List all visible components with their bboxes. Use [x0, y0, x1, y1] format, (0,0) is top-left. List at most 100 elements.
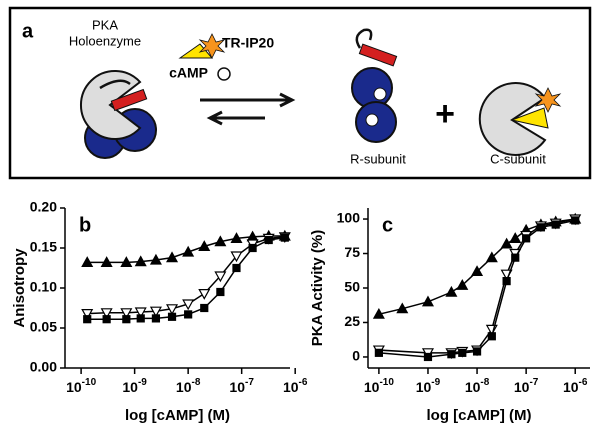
- y-tick-label: 0.00: [30, 359, 57, 375]
- x-tick-label: 10-9: [122, 377, 147, 395]
- marker: [421, 295, 434, 307]
- linker: [355, 28, 373, 49]
- inhibitor-label: TR-IP20: [222, 35, 274, 51]
- panel-label: a: [22, 20, 34, 42]
- marker: [264, 235, 273, 245]
- tick-base: 10: [283, 379, 299, 395]
- marker: [136, 314, 145, 323]
- marker: [456, 279, 469, 290]
- x-axis-label: log [cAMP] (M): [427, 407, 532, 424]
- y-tick-label: 100: [337, 210, 361, 226]
- tick-base: 10: [176, 379, 192, 395]
- marker: [372, 307, 385, 319]
- y-tick-label: 50: [344, 279, 360, 295]
- tick-base: 10: [229, 379, 245, 395]
- x-tick-label: 10-7: [514, 377, 539, 395]
- marker: [167, 312, 177, 321]
- inhibitor-icon: [510, 107, 549, 129]
- forward-arrow: [200, 92, 296, 108]
- fluorophore-icon: [534, 87, 562, 113]
- marker: [83, 315, 92, 324]
- tick-exponent: -10: [82, 377, 97, 388]
- tick-base: 10: [465, 379, 481, 395]
- tick-exponent: -10: [379, 377, 394, 388]
- x-tick-label: 10-6: [563, 377, 588, 395]
- tick-base: 10: [66, 379, 82, 395]
- pseudosubstrate: [358, 43, 398, 67]
- x-tick-label: 10-8: [176, 377, 201, 395]
- tick-exponent: -7: [245, 377, 254, 388]
- marker: [216, 287, 225, 297]
- marker: [182, 245, 195, 257]
- fit-line: [378, 218, 576, 354]
- holoenzyme-label: PKA: [92, 17, 118, 32]
- inhibitor-icon: [178, 43, 214, 59]
- y-axis-label: PKA Activity (%): [309, 230, 326, 346]
- y-tick-label: 0.05: [30, 319, 57, 335]
- tick-exponent: -6: [299, 377, 308, 388]
- y-tick-label: 0.20: [30, 199, 57, 215]
- marker: [445, 285, 458, 297]
- y-tick-label: 75: [344, 244, 360, 260]
- marker: [522, 234, 531, 243]
- panel-a: a PKA Holoenzyme TR-IP20 cAMP R-subunit …: [8, 6, 592, 180]
- c-subunit-shape: [79, 70, 142, 140]
- marker: [120, 308, 133, 320]
- y-tick-label: 0.10: [30, 279, 57, 295]
- marker: [122, 315, 131, 324]
- marker: [134, 307, 147, 319]
- c-subunit-shape: [478, 82, 547, 156]
- marker: [184, 310, 193, 319]
- tick-exponent: -7: [529, 377, 538, 388]
- reverse-arrow: [206, 110, 265, 126]
- x-tick-label: 10-9: [416, 377, 441, 395]
- marker: [509, 232, 522, 243]
- linker: [99, 79, 131, 90]
- y-tick-label: 0: [352, 348, 360, 364]
- x-tick-label: 10-6: [283, 377, 308, 395]
- holoenzyme-label: Holoenzyme: [69, 33, 141, 48]
- camp-icon: [365, 113, 379, 127]
- x-tick-label: 10-10: [364, 377, 394, 395]
- marker: [551, 220, 560, 229]
- marker: [447, 350, 456, 359]
- x-tick-label: 10-8: [465, 377, 490, 395]
- plus-sign: +: [435, 95, 455, 133]
- marker: [458, 348, 467, 357]
- tick-base: 10: [416, 379, 432, 395]
- x-tick-label: 10-10: [66, 377, 96, 395]
- marker: [166, 304, 179, 316]
- marker: [81, 309, 94, 320]
- marker: [214, 271, 227, 283]
- marker: [120, 256, 133, 267]
- y-tick-label: 25: [344, 313, 360, 329]
- marker: [198, 240, 211, 251]
- marker: [511, 253, 520, 262]
- marker: [396, 302, 409, 314]
- marker: [248, 243, 257, 253]
- tick-exponent: -9: [431, 377, 440, 388]
- marker: [423, 352, 433, 362]
- tick-exponent: -6: [579, 377, 588, 388]
- pseudosubstrate: [110, 88, 148, 112]
- camp-icon: [217, 67, 231, 81]
- camp-label: cAMP: [169, 65, 208, 81]
- marker: [230, 251, 243, 263]
- r-subunit-label: R-subunit: [350, 151, 406, 166]
- marker: [81, 256, 94, 267]
- marker: [102, 315, 111, 324]
- fluorophore-icon: [198, 33, 226, 59]
- marker: [280, 233, 289, 242]
- x-axis-label: log [cAMP] (M): [125, 407, 230, 424]
- marker: [166, 251, 179, 263]
- tick-base: 10: [122, 379, 138, 395]
- x-tick-label: 10-7: [229, 377, 254, 395]
- marker: [471, 265, 484, 277]
- marker: [536, 223, 546, 232]
- y-tick-label: 0.15: [30, 239, 57, 255]
- marker: [182, 299, 195, 311]
- tick-base: 10: [364, 379, 380, 395]
- marker: [149, 306, 162, 318]
